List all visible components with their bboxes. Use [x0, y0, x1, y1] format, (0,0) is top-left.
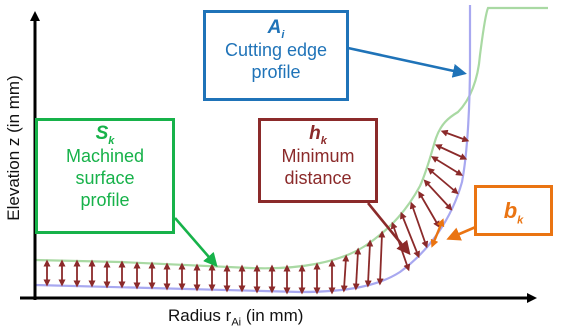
surface-pointer: [174, 217, 218, 268]
y-axis-label: Elevation z (in mm): [4, 75, 23, 221]
minimum-distance-text: Minimum distance: [281, 146, 355, 188]
minimum-distance-symbol: hk: [309, 123, 327, 147]
bk-symbol: bk: [503, 198, 524, 227]
bk-arrow: [430, 218, 445, 248]
cutting-edge-symbol: Ai: [267, 17, 285, 41]
distance-arrows: [43, 129, 470, 295]
cutting-edge-text: Cutting edge profile: [224, 40, 328, 82]
minimum-distance-label-box: hk Minimum distance: [258, 118, 378, 203]
bk-label-box: bk: [474, 185, 553, 236]
machined-surface-label-box: Sk Machined surface profile: [35, 118, 175, 234]
machined-surface-symbol: Sk: [95, 123, 115, 147]
cutting-edge-label-box: Ai Cutting edge profile: [203, 10, 349, 101]
machined-surface-text: Machined surface profile: [65, 146, 145, 210]
x-axis-label: Radius rAi (in mm): [168, 306, 304, 329]
distance-pointer: [366, 202, 411, 256]
bk-pointer: [446, 224, 479, 241]
cutting-edge-pointer: [347, 46, 467, 78]
